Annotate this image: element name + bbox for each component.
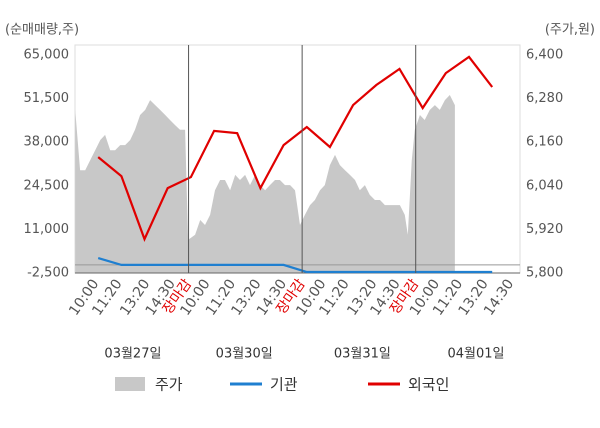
legend-swatch — [115, 377, 145, 391]
y2-tick-label: 6,160 — [526, 135, 563, 150]
day-label: 03월31일 — [334, 347, 391, 362]
y-tick-label: 11,000 — [24, 222, 70, 237]
y2-tick-label: 6,040 — [526, 178, 563, 193]
y2-tick-label: 5,800 — [526, 266, 563, 281]
y2-tick-label: 6,280 — [526, 91, 563, 106]
y2-tick-label: 6,400 — [526, 48, 563, 63]
legend-label: 주가 — [155, 376, 183, 394]
y-tick-label: 38,000 — [24, 135, 70, 150]
day-label: 04월01일 — [447, 347, 504, 362]
y-tick-label: 51,500 — [24, 91, 70, 106]
y-axis-label: (순매매량,주) — [5, 23, 79, 38]
y2-axis-label: (주가,원) — [545, 23, 595, 38]
y-tick-label: 65,000 — [24, 48, 70, 63]
line-2 — [97, 55, 494, 242]
legend-label: 외국인 — [408, 376, 449, 394]
day-label: 03월27일 — [104, 347, 161, 362]
day-label: 03월30일 — [216, 347, 273, 362]
line-1 — [97, 257, 493, 274]
y-tick-label: -2,500 — [27, 266, 69, 281]
y2-tick-label: 5,920 — [526, 222, 563, 237]
y-tick-label: 24,500 — [24, 178, 70, 193]
legend-label: 기관 — [270, 376, 298, 394]
price-area — [75, 95, 455, 273]
